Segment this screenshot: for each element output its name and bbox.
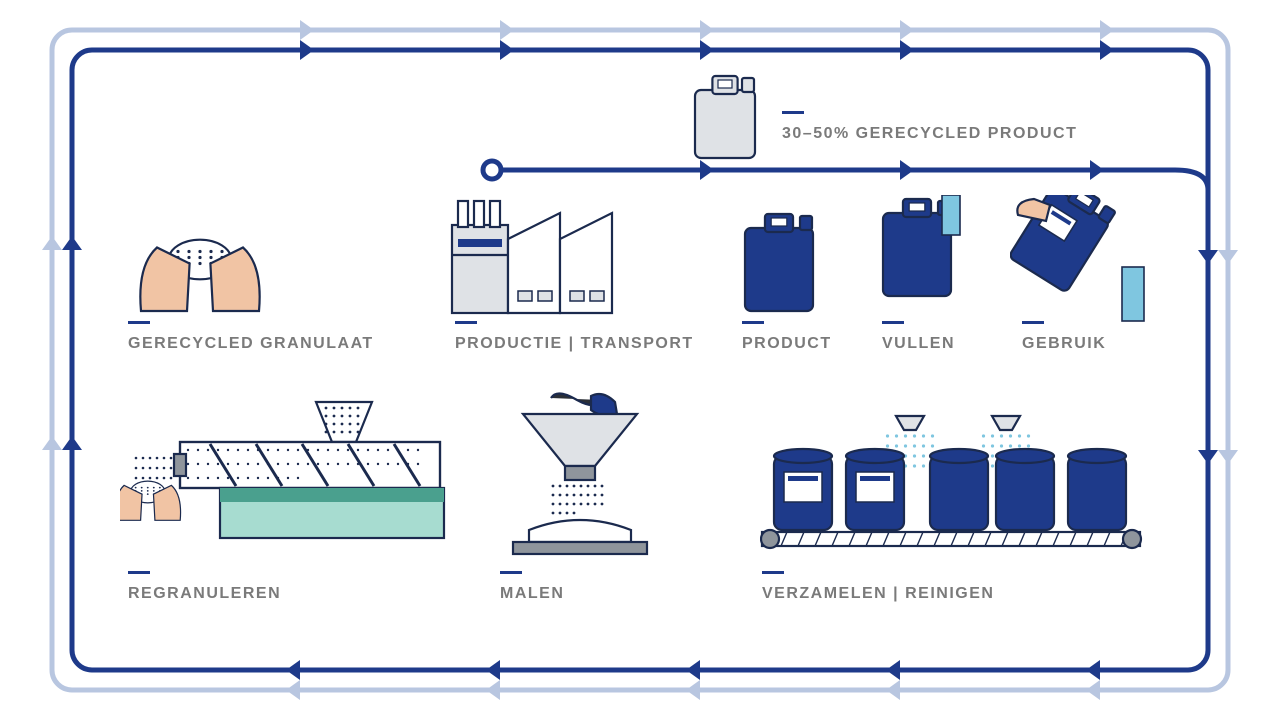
stage-label-productie: PRODUCTIE | TRANSPORT <box>455 335 694 353</box>
label-tick <box>128 321 150 324</box>
label-tick <box>742 321 764 324</box>
stage-label-recycled_product: 30–50% GERECYCLED PRODUCT <box>782 125 1077 143</box>
label-tick <box>128 571 150 574</box>
label-tick <box>762 571 784 574</box>
regranuleren-icon <box>120 400 450 560</box>
stage-label-regranuleren: REGRANULEREN <box>128 585 281 603</box>
label-tick <box>500 571 522 574</box>
stage-label-verzamelen: VERZAMELEN | REINIGEN <box>762 585 994 603</box>
stage-label-malen: MALEN <box>500 585 564 603</box>
stage-label-granulaat: GERECYCLED GRANULAAT <box>128 335 374 353</box>
label-tick <box>782 111 804 114</box>
gebruik-icon <box>1010 195 1160 325</box>
label-tick <box>1022 321 1044 324</box>
stage-label-vullen: VULLEN <box>882 335 955 353</box>
stage-label-product: PRODUCT <box>742 335 832 353</box>
flow-lines <box>0 0 1280 720</box>
verzamelen-icon <box>760 410 1144 560</box>
stage-label-gebruik: GEBRUIK <box>1022 335 1106 353</box>
recycled-product-icon <box>690 72 760 162</box>
label-tick <box>455 321 477 324</box>
malen-icon <box>505 392 655 562</box>
label-tick <box>882 321 904 324</box>
granulaat-icon <box>135 205 265 315</box>
vullen-icon <box>878 195 976 315</box>
productie-icon <box>450 195 650 315</box>
product-icon <box>740 210 818 315</box>
